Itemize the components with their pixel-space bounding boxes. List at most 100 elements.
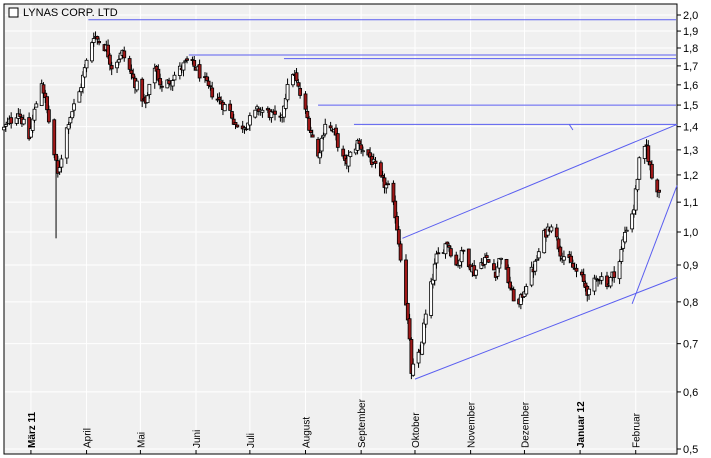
trend-line xyxy=(402,123,678,239)
candle xyxy=(562,250,566,266)
candle xyxy=(554,223,559,241)
candle-body-up xyxy=(147,83,152,95)
candle-body-down xyxy=(341,148,346,157)
candle-body-up xyxy=(57,167,62,173)
y-tick-label: 1,8 xyxy=(683,43,698,55)
candle-body-down xyxy=(380,174,385,178)
candle-body-up xyxy=(21,118,26,125)
y-tick-label: 0,9 xyxy=(683,260,698,272)
candle xyxy=(486,259,491,263)
candle-body-down xyxy=(506,267,511,284)
candle xyxy=(307,115,311,131)
candle xyxy=(172,71,177,81)
candle-body-up xyxy=(115,61,119,69)
candle-body-down xyxy=(391,182,396,203)
candle xyxy=(84,58,89,73)
candle-body-up xyxy=(535,258,539,261)
candle-body-up xyxy=(635,178,640,191)
candle-body-down xyxy=(52,119,57,156)
candle xyxy=(506,264,511,284)
candle-body-down xyxy=(97,41,102,44)
candle-body-up xyxy=(253,109,258,118)
candle-body-down xyxy=(45,96,49,111)
candle-body-up xyxy=(177,65,182,76)
candle xyxy=(599,272,604,285)
candle-body-up xyxy=(323,123,328,135)
candle-body-down xyxy=(9,117,14,124)
candle-body-down xyxy=(197,64,202,79)
candle xyxy=(361,146,365,157)
candle-body-down xyxy=(395,216,399,231)
candle xyxy=(230,110,234,120)
candle-body-up xyxy=(68,117,73,124)
x-month-label: Oktober xyxy=(411,412,422,448)
candle xyxy=(97,37,102,46)
candle-body-down xyxy=(109,65,114,70)
candle xyxy=(52,118,57,159)
candle xyxy=(147,83,152,99)
candle xyxy=(160,81,164,92)
candle-body-up xyxy=(181,62,186,71)
candle-body-down xyxy=(192,59,197,67)
candle-body-down xyxy=(436,252,441,255)
resistance-notch xyxy=(568,124,574,131)
candle-body-up xyxy=(483,256,487,265)
candle-body-down xyxy=(569,255,574,263)
candle-body-up xyxy=(319,137,324,152)
candle-body-down xyxy=(554,227,559,238)
candle xyxy=(235,124,240,128)
candle-body-down xyxy=(41,84,46,94)
x-month-label: Februar xyxy=(632,412,643,448)
candle-body-down xyxy=(54,153,58,161)
candle xyxy=(407,313,412,341)
candle xyxy=(228,100,233,111)
candle-body-down xyxy=(373,160,378,164)
candle-body-down xyxy=(303,93,308,110)
candle-body-down xyxy=(158,78,163,86)
x-month-label: August xyxy=(302,417,313,448)
candle-body-down xyxy=(486,259,491,263)
candle xyxy=(574,263,579,278)
y-tick-label: 0,8 xyxy=(683,297,698,309)
candle xyxy=(649,160,654,180)
candle xyxy=(303,91,308,114)
candle xyxy=(21,114,26,126)
candle-body-down xyxy=(206,80,211,86)
candle-body-up xyxy=(145,95,150,104)
candle-body-down xyxy=(160,85,164,88)
candle-body-up xyxy=(84,59,89,69)
candle-body-up xyxy=(260,109,265,113)
candle-body-down xyxy=(649,163,654,179)
candle-body-up xyxy=(633,188,638,211)
candle xyxy=(587,288,591,300)
candle-body-up xyxy=(30,118,35,131)
candle-body-up xyxy=(116,59,121,63)
candle-body-down xyxy=(646,145,651,162)
plot-area xyxy=(3,3,678,455)
candle-body-down xyxy=(204,76,209,81)
candle xyxy=(260,106,265,118)
candle xyxy=(294,68,299,83)
candle xyxy=(34,101,39,108)
candle-body-up xyxy=(59,158,64,168)
candle xyxy=(499,257,504,265)
candle xyxy=(657,189,661,199)
candle-body-down xyxy=(107,54,112,65)
x-month-label: Juni xyxy=(192,430,203,448)
candle xyxy=(348,151,353,158)
candle xyxy=(328,121,333,131)
candle xyxy=(253,109,258,119)
x-month-label: September xyxy=(357,398,368,448)
candle xyxy=(140,77,145,108)
y-tick-label: 0,5 xyxy=(683,444,698,456)
candle-body-up xyxy=(443,243,448,255)
candle-body-up xyxy=(592,277,597,292)
candle-body-down xyxy=(447,245,451,248)
candle-body-up xyxy=(429,281,434,316)
candle-body-down xyxy=(393,200,398,219)
candle-body-down xyxy=(122,50,127,59)
candle xyxy=(623,226,627,245)
y-tick-label: 1,7 xyxy=(683,61,698,73)
candle-body-up xyxy=(587,288,591,296)
candle-body-down xyxy=(612,271,617,278)
